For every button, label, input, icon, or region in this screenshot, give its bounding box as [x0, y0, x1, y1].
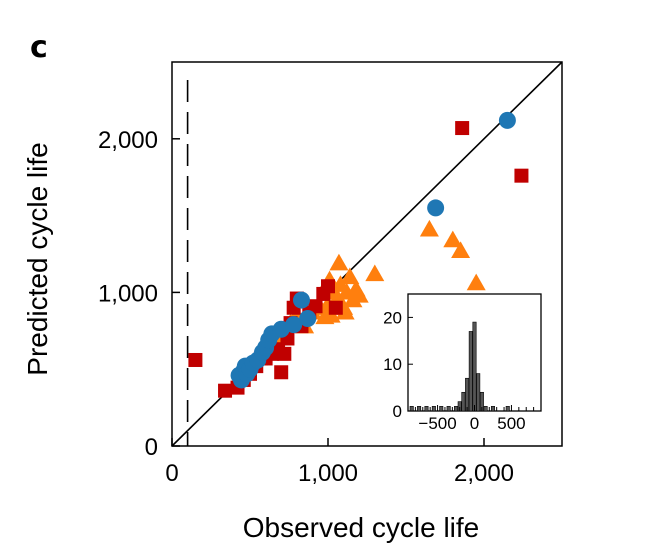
data-point-triangle: [451, 241, 471, 259]
inset-y-tick-label: 10: [383, 355, 402, 374]
histogram-bar: [424, 406, 429, 412]
x-tick-label: 2,000: [454, 460, 514, 487]
inset-x-tick-label: −500: [418, 414, 456, 433]
histogram-bar: [483, 406, 488, 412]
data-point-triangle: [335, 302, 355, 320]
histogram-bar: [461, 391, 466, 412]
data-point-circle: [292, 291, 310, 309]
histogram-bar: [409, 406, 414, 412]
data-point-triangle: [419, 219, 439, 237]
histogram-bar: [472, 321, 477, 412]
inset-histogram: −500 0 500 0 10 20: [383, 293, 542, 433]
histogram-bar: [446, 406, 451, 412]
x-tick-label: 0: [165, 460, 178, 487]
main-plot: 0 1,000 2,000 0 1,000 2,000 Observed cycle lif…: [22, 61, 563, 543]
y-tick-label: 2,000: [98, 127, 158, 154]
histogram-bar: [417, 406, 422, 412]
x-tick-label: 1,000: [298, 460, 358, 487]
data-point-circle: [427, 199, 445, 217]
inset-x-tick-label: 500: [497, 414, 525, 433]
histogram-bar: [431, 406, 436, 412]
inset-y-tick-label: 0: [393, 402, 402, 421]
data-point-square: [277, 346, 292, 361]
data-point-triangle: [340, 267, 360, 285]
data-point-triangle: [466, 273, 486, 291]
data-point-square: [455, 121, 470, 136]
y-tick-label: 1,000: [98, 280, 158, 307]
data-point-circle: [285, 316, 303, 334]
data-point-triangle: [365, 264, 385, 282]
plot-frame: [171, 61, 563, 447]
y-axis-title: Predicted cycle life: [22, 142, 53, 375]
histogram-bar: [476, 373, 481, 412]
data-point-circle: [498, 111, 516, 129]
x-axis-title: Observed cycle life: [243, 512, 480, 543]
inset-x-tick-label: 0: [470, 414, 479, 433]
histogram-bar: [490, 406, 495, 412]
histogram-bar: [439, 406, 444, 412]
data-point-circle: [299, 310, 317, 328]
data-point-square: [188, 352, 203, 367]
histogram-bar: [454, 406, 459, 412]
data-point-square: [218, 383, 233, 398]
data-point-triangle: [349, 285, 369, 303]
y-tick-label: 0: [145, 434, 158, 461]
panel-label: c: [30, 30, 48, 65]
inset-y-tick-label: 20: [383, 308, 402, 327]
histogram-bar: [465, 377, 470, 412]
data-point-square: [514, 168, 529, 183]
data-point-triangle: [443, 230, 463, 248]
data-point-square: [274, 365, 289, 380]
data-point-square: [321, 279, 335, 294]
histogram-bar: [505, 406, 510, 412]
data-point-square: [328, 300, 343, 315]
data-point-triangle: [329, 253, 349, 271]
data-point-square: [308, 299, 323, 314]
histogram-bar: [468, 331, 473, 412]
data-point-triangle: [315, 307, 335, 325]
